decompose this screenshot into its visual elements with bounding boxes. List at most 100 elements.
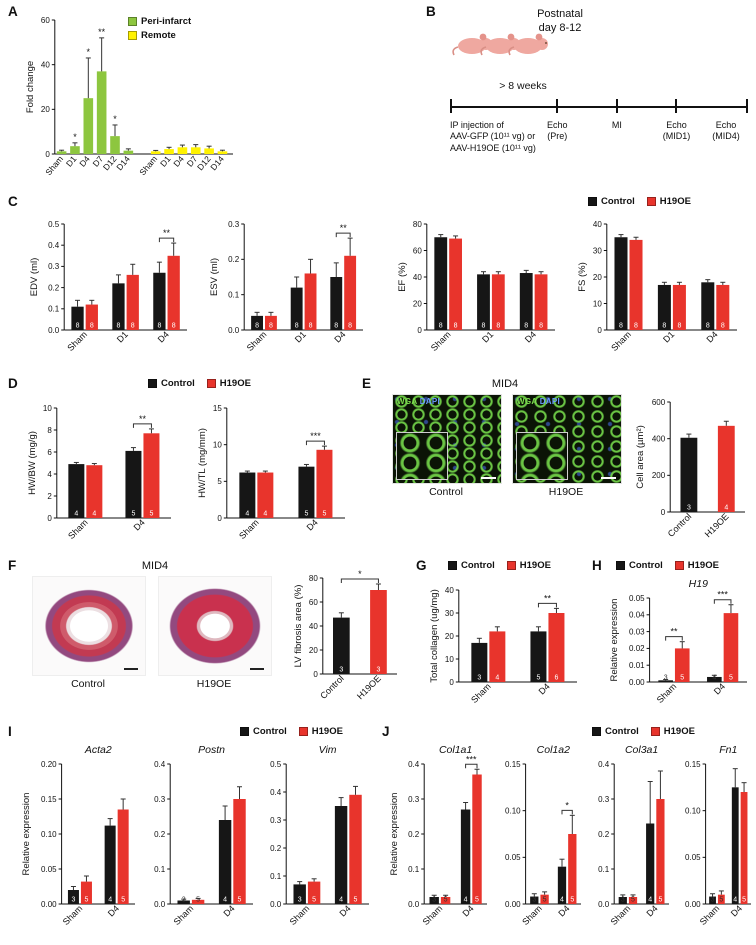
h19oe-label: H19OE [663,726,695,737]
svg-text:5: 5 [719,897,723,904]
hw-tl-chart: 0 5 10 15 HW/TL (mg/mm) 4 4 Sham 5 5 D4 *** [196,396,348,552]
svg-text:15: 15 [213,404,222,413]
svg-text:8: 8 [496,323,500,330]
mouse-icon [508,33,548,56]
control-label: Control [605,726,639,737]
svg-text:0.0: 0.0 [48,326,60,335]
svg-text:0.10: 0.10 [41,830,57,839]
svg-text:H19: H19 [689,578,708,590]
svg-text:0.0: 0.0 [228,326,240,335]
svg-text:0: 0 [597,326,602,335]
lv-fibrosis-chart: 0 20 40 60 80 LV fibrosis area (%) 3 Control 3 H1… [292,566,400,714]
scale-bar [250,667,264,670]
svg-text:0.1: 0.1 [154,865,166,874]
svg-text:4: 4 [560,897,564,904]
cell-area-chart: 0 200 400 600 Cell area (µm²) 3 Control 4 H19OE [634,390,748,552]
svg-text:3: 3 [664,675,668,682]
svg-text:*: * [73,132,77,142]
svg-text:Total collagen (ug/mg): Total collagen (ug/mg) [429,589,440,682]
svg-text:0.3: 0.3 [270,816,282,825]
dapi-tag: DAPI [539,397,561,406]
peri-infarct-label: Peri-infarct [141,16,192,27]
svg-text:D4: D4 [132,517,147,532]
heart-ring [163,582,267,670]
svg-text:10: 10 [445,655,454,664]
svg-text:3: 3 [477,675,481,682]
legend-c: Control H19OE [588,196,691,207]
legend-item-h19oe: H19OE [206,378,251,389]
svg-text:5: 5 [131,511,135,518]
svg-text:**: ** [544,593,552,603]
svg-text:5: 5 [217,477,222,486]
mouse-icon [480,33,520,56]
svg-text:D4: D4 [537,681,552,696]
svg-text:0.00: 0.00 [505,900,521,909]
svg-text:D4: D4 [222,903,237,918]
panel-f-label: F [8,558,17,573]
postnatal-text: Postnatal day 8-12 [537,8,583,34]
svg-text:Control: Control [318,673,346,701]
svg-text:ESV (ml): ESV (ml) [209,258,220,296]
svg-text:0.3: 0.3 [228,220,240,229]
svg-text:0.2: 0.2 [598,830,610,839]
svg-text:Sham: Sham [655,681,679,705]
svg-text:40: 40 [445,586,454,595]
col3a1-chart: 0.0 0.1 0.2 0.3 0.4 Col3a1 3 5 Sham 4 5 D4 [588,742,672,938]
svg-text:0.03: 0.03 [629,627,645,636]
svg-text:D1: D1 [115,329,130,344]
control-label: Control [601,196,635,207]
heart-section-h19oe [158,576,272,676]
panel-d-label: D [8,376,18,391]
svg-text:0.2: 0.2 [270,844,282,853]
svg-text:0.04: 0.04 [629,611,645,620]
svg-text:Postn: Postn [198,744,225,756]
svg-text:D4: D4 [106,903,121,918]
svg-text:5: 5 [304,511,308,518]
control-swatch [148,379,157,388]
fold-change-chart: 0 20 40 60 Fold change Sham * D1 * D4 ** D7 * D12 D14 S… [24,8,236,190]
control-swatch [588,197,597,206]
svg-text:0.0: 0.0 [270,900,282,909]
svg-text:0: 0 [47,514,52,523]
legend-item-h19oe: H19OE [674,560,719,571]
svg-text:D1: D1 [661,329,676,344]
svg-text:8: 8 [539,323,543,330]
panel-e-h19oe-label: H19OE [548,486,584,498]
svg-text:8: 8 [295,323,299,330]
panel-j-label: J [382,724,390,739]
svg-text:20: 20 [309,646,318,655]
control-swatch [592,727,601,736]
legend-item-control: Control [588,196,635,207]
svg-text:0.0: 0.0 [598,900,610,909]
control-label: Control [161,378,195,389]
legend-item-control: Control [240,726,287,737]
svg-text:8: 8 [634,323,638,330]
scale-bar [601,476,616,479]
svg-text:Sham: Sham [421,903,445,927]
image-inset [396,432,448,480]
legend-item-control: Control [448,560,495,571]
legend-a: Peri-infarct Remote [128,16,191,41]
svg-text:4: 4 [108,897,112,904]
svg-text:D4: D4 [338,903,353,918]
svg-text:0.4: 0.4 [270,788,282,797]
svg-text:4: 4 [223,897,227,904]
svg-text:10: 10 [593,299,602,308]
svg-text:5: 5 [729,675,733,682]
svg-text:8: 8 [157,323,161,330]
echo-mid1-label: Echo (MID1) [662,120,691,142]
svg-text:200: 200 [652,471,666,480]
svg-text:Sham: Sham [469,681,493,705]
svg-text:0.01: 0.01 [629,661,645,670]
svg-text:Fn1: Fn1 [719,744,737,756]
svg-text:20: 20 [593,273,602,282]
svg-text:0.1: 0.1 [598,865,610,874]
svg-text:D1: D1 [480,329,495,344]
svg-text:8: 8 [76,323,80,330]
svg-text:0: 0 [45,150,50,159]
svg-text:0.1: 0.1 [48,305,60,314]
svg-text:D4: D4 [556,903,571,918]
legend-d: Control H19OE [148,378,251,389]
svg-text:D4: D4 [332,329,347,344]
